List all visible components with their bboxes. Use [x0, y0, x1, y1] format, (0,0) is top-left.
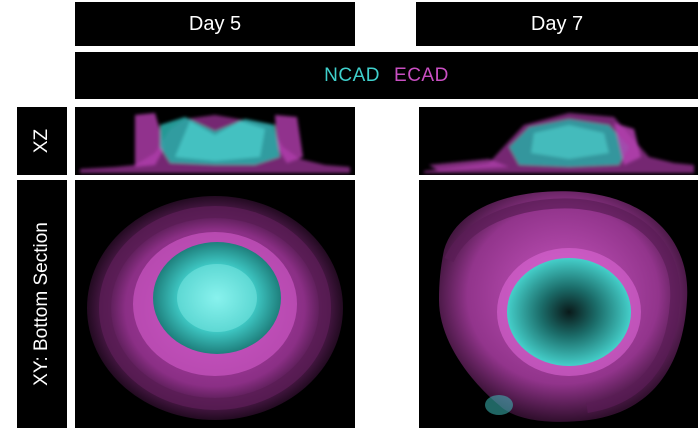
xy-day7-image: [419, 180, 698, 428]
legend-ecad: ECAD: [394, 64, 449, 86]
xy-day5-image: [75, 180, 355, 428]
xz-day7-image: [419, 107, 698, 175]
row-label-xy: XY: Bottom Section: [17, 180, 67, 428]
row-label-xz: XZ: [17, 107, 67, 175]
legend-ncad: NCAD: [324, 64, 381, 86]
legend-bar: NCAD ECAD: [75, 52, 698, 99]
row-label-xy-text: XY: Bottom Section: [31, 222, 53, 386]
header-day5-label: Day 5: [188, 12, 242, 35]
header-day7-label: Day 7: [530, 12, 584, 35]
xz-day5-image: [75, 107, 355, 175]
row-label-xz-text: XZ: [31, 128, 52, 154]
header-day7: Day 7: [416, 2, 698, 46]
header-day5: Day 5: [75, 2, 355, 46]
